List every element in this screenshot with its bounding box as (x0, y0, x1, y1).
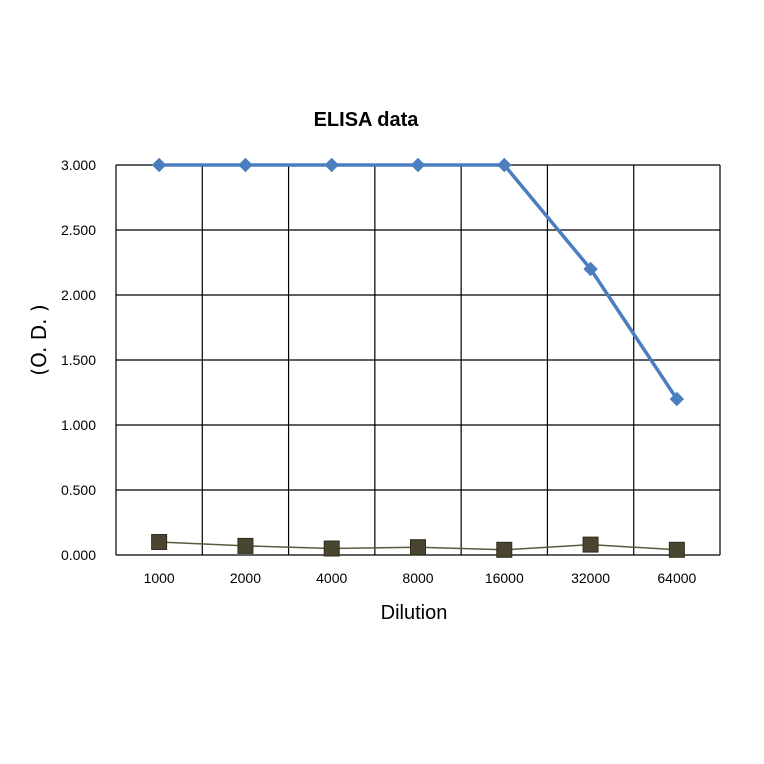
series-2-point (151, 534, 168, 550)
y-tick-label: 1.500 (61, 352, 96, 368)
y-tick-label: 2.000 (61, 287, 96, 303)
series-1-point (583, 261, 598, 277)
series-2-point (410, 539, 426, 556)
y-tick-label: 2.500 (61, 222, 96, 238)
series-2-point (323, 540, 340, 557)
series-1-point (238, 157, 253, 173)
x-tick-label: 4000 (316, 570, 347, 586)
y-tick-label: 0.500 (61, 482, 96, 498)
series-2-point (496, 541, 513, 558)
chart-title: ELISA data (314, 109, 420, 131)
x-tick-label: 2000 (230, 570, 261, 586)
plot-area: 0.000 0.500 1.000 1.500 2.000 2.500 3.000 1000 2… (61, 157, 721, 586)
series-2-point (237, 537, 254, 554)
series-2-point (582, 536, 599, 553)
series-1-point (324, 157, 339, 173)
series-2-point (668, 541, 685, 558)
x-tick-label: 64000 (657, 570, 696, 586)
x-tick-label: 32000 (571, 570, 610, 586)
series-1-point (669, 391, 685, 407)
y-tick-label: 3.000 (61, 157, 96, 173)
x-tick-label: 1000 (144, 570, 175, 586)
series-1-point (151, 157, 167, 173)
series-1-point (410, 157, 426, 173)
series-1-point (497, 157, 512, 173)
x-tick-label: 8000 (402, 570, 433, 586)
y-tick-label: 1.000 (61, 417, 96, 433)
x-axis-label: Dilution (381, 602, 448, 624)
y-axis-label: (O. D. ) (27, 304, 51, 375)
y-tick-label: 0.000 (61, 547, 96, 563)
x-tick-label: 16000 (485, 570, 524, 586)
